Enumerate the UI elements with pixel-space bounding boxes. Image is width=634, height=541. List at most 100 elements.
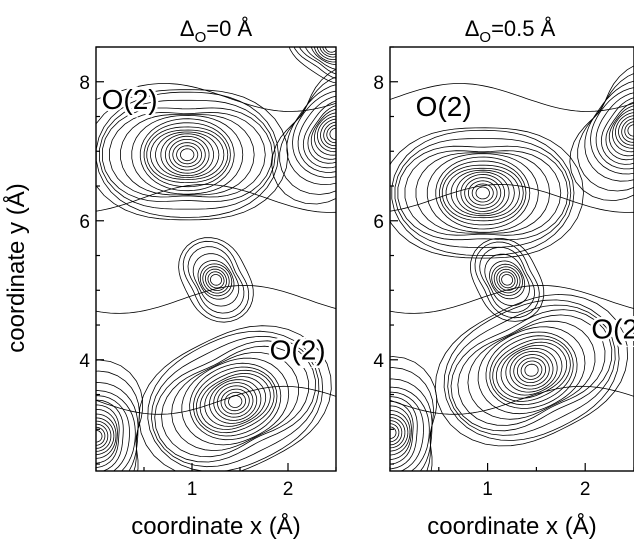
contour-line — [390, 405, 412, 461]
contour-line — [271, 68, 336, 205]
contour-line — [96, 423, 109, 449]
contour-line — [213, 382, 258, 421]
y-tick-label: 6 — [79, 212, 90, 233]
contour-line — [325, 47, 336, 53]
contour-line — [611, 108, 634, 153]
panel-2-x-axis-label: coordinate x (Å) — [427, 512, 596, 540]
contour-line — [434, 293, 629, 447]
x-tick-label: 2 — [283, 479, 294, 500]
contour-line — [193, 366, 278, 437]
x-tick-label: 1 — [187, 479, 198, 500]
contour-line — [492, 338, 571, 402]
contour-line — [120, 114, 255, 196]
annotation-label: O(2) — [591, 314, 634, 345]
contour-line — [147, 330, 324, 471]
contour-line — [102, 107, 273, 202]
contour-line — [168, 138, 206, 171]
contour-line — [390, 183, 634, 213]
contour-line — [96, 404, 120, 468]
contour-line — [279, 76, 336, 195]
contour-line — [146, 126, 229, 184]
contour-line — [390, 423, 400, 443]
contour-line — [467, 320, 596, 420]
contour-line — [627, 124, 634, 137]
contour-line — [192, 253, 240, 307]
panel-2-title: ΔO=0.5 Å — [465, 16, 556, 46]
contour-line — [495, 341, 568, 399]
contour-line — [577, 72, 634, 192]
contour-line — [447, 304, 616, 436]
contour-line — [155, 131, 220, 178]
contour-line — [474, 241, 540, 319]
contour-line — [390, 426, 397, 440]
contour-line — [390, 378, 433, 471]
contour-line — [397, 145, 569, 241]
contour-line — [501, 274, 513, 286]
contour-line — [464, 177, 502, 209]
contour-line — [621, 118, 634, 143]
contour-line — [390, 417, 406, 449]
contour-line — [505, 347, 558, 393]
contour-line — [500, 344, 563, 396]
contour-line — [618, 115, 634, 146]
contour-line — [96, 385, 336, 415]
contour-line — [605, 101, 634, 161]
contour-line — [595, 92, 634, 170]
contour-line — [329, 127, 336, 141]
contour-line — [390, 410, 411, 456]
contour-line — [189, 362, 282, 441]
contour-line — [390, 386, 430, 471]
contour-line — [320, 118, 336, 150]
contour-line — [228, 395, 243, 408]
contour-line — [614, 112, 634, 149]
contour-line — [485, 331, 578, 409]
contour-line — [150, 335, 320, 468]
contour-line — [286, 84, 336, 186]
y-tick-label: 8 — [373, 73, 384, 94]
y-tick-label: 8 — [79, 73, 90, 94]
panel-2: ΔO=0.5 Å 1 2 4 6 8 O(2) O(2) coordinate x (Å) — [373, 16, 634, 540]
panel-1-title: ΔO=0 Å — [180, 16, 253, 46]
contour-line — [176, 145, 199, 165]
contour-line — [96, 359, 144, 471]
contour-line — [209, 379, 262, 424]
contour-line — [569, 65, 634, 202]
contour-line — [435, 156, 531, 230]
contour-line — [455, 171, 510, 215]
contour-line — [608, 105, 634, 157]
contour-line — [202, 266, 230, 294]
plot-frame — [389, 46, 634, 472]
panel-1: ΔO=0 Å 1 2 4 6 8 O(2) O(2) coordinate x (Å) — [79, 16, 337, 540]
contour-line — [187, 246, 245, 314]
contour-line — [109, 112, 266, 198]
contour-line — [390, 400, 414, 465]
contour-line — [323, 121, 336, 147]
contour-line — [195, 369, 275, 434]
contour-line — [204, 268, 228, 292]
contour-lines — [96, 47, 336, 471]
contour-line — [513, 354, 550, 387]
contour-line — [496, 268, 518, 291]
contour-line — [297, 95, 336, 173]
contour-line — [491, 263, 523, 296]
contour-line — [600, 97, 634, 165]
contour-line — [96, 426, 106, 446]
contour-line — [390, 367, 434, 471]
contour-line — [160, 133, 214, 177]
contour-line — [96, 417, 115, 456]
contour-line — [467, 180, 498, 206]
panel-1-plot: 1 2 4 6 8 O(2) O(2) — [79, 46, 337, 500]
contour-line — [96, 89, 289, 221]
x-tick-label: 2 — [580, 479, 591, 500]
y-axis-label: coordinate y (Å) — [2, 183, 30, 352]
contour-line — [209, 274, 223, 286]
contour-line — [390, 396, 418, 470]
contour-line — [96, 420, 112, 452]
contour-line — [171, 352, 300, 452]
contour-line — [180, 148, 195, 162]
contour-line — [182, 240, 250, 319]
contour-line — [326, 124, 336, 144]
contour-line — [161, 345, 310, 458]
contour-line — [415, 152, 551, 234]
